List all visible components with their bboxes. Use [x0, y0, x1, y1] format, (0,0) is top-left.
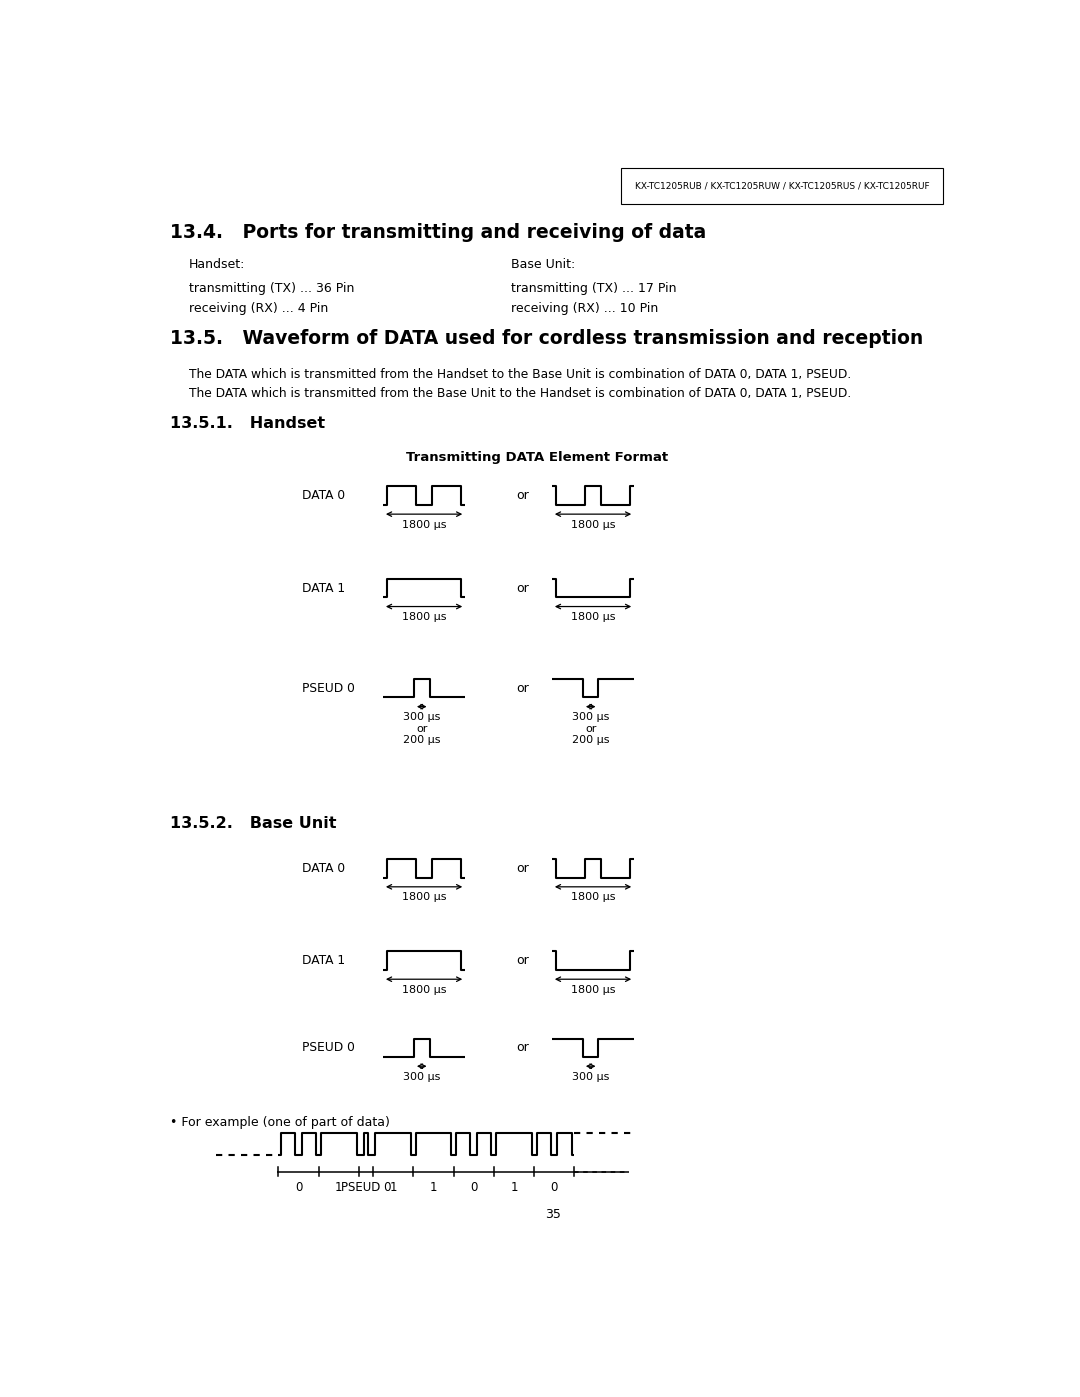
Text: 1800 μs: 1800 μs [570, 520, 616, 529]
Text: 1800 μs: 1800 μs [570, 612, 616, 622]
Text: 13.5.1.   Handset: 13.5.1. Handset [170, 415, 325, 430]
Text: 300 μs: 300 μs [572, 712, 609, 722]
Text: DATA 1: DATA 1 [301, 954, 345, 967]
Text: The DATA which is transmitted from the Base Unit to the Handset is combination o: The DATA which is transmitted from the B… [189, 387, 851, 400]
Text: PSEUD 0: PSEUD 0 [301, 682, 354, 694]
Text: Transmitting DATA Element Format: Transmitting DATA Element Format [406, 451, 669, 464]
Text: 300 μs: 300 μs [403, 1071, 441, 1081]
Text: or: or [516, 862, 529, 875]
Text: receiving (RX) ... 10 Pin: receiving (RX) ... 10 Pin [511, 302, 658, 314]
Text: 1: 1 [510, 1180, 517, 1194]
Text: KX-TC1205RUB / KX-TC1205RUW / KX-TC1205RUS / KX-TC1205RUF: KX-TC1205RUB / KX-TC1205RUW / KX-TC1205R… [635, 182, 930, 190]
Text: PSEUD 0: PSEUD 0 [301, 1041, 354, 1055]
Text: or: or [585, 724, 596, 733]
Text: 1: 1 [430, 1180, 437, 1194]
Text: 1800 μs: 1800 μs [570, 985, 616, 995]
Text: 1800 μs: 1800 μs [402, 612, 446, 622]
Text: or: or [516, 1041, 529, 1055]
Text: 1800 μs: 1800 μs [402, 520, 446, 529]
Text: 0: 0 [551, 1180, 558, 1194]
Text: 300 μs: 300 μs [572, 1071, 609, 1081]
Text: 200 μs: 200 μs [403, 735, 441, 745]
Text: DATA 0: DATA 0 [301, 489, 345, 502]
Text: 1: 1 [389, 1180, 396, 1194]
Text: 1800 μs: 1800 μs [570, 893, 616, 902]
Text: or: or [516, 489, 529, 502]
Text: 200 μs: 200 μs [572, 735, 609, 745]
Text: 13.4.   Ports for transmitting and receiving of data: 13.4. Ports for transmitting and receivi… [170, 224, 706, 242]
Text: Handset:: Handset: [189, 258, 245, 271]
Text: or: or [516, 954, 529, 967]
Text: 1: 1 [335, 1180, 342, 1194]
Text: 1800 μs: 1800 μs [402, 893, 446, 902]
Text: 35: 35 [545, 1207, 562, 1221]
Text: transmitting (TX) ... 36 Pin: transmitting (TX) ... 36 Pin [189, 282, 354, 295]
Text: DATA 0: DATA 0 [301, 862, 345, 875]
Text: or: or [416, 724, 428, 733]
Text: The DATA which is transmitted from the Handset to the Base Unit is combination o: The DATA which is transmitted from the H… [189, 367, 851, 381]
Text: receiving (RX) ... 4 Pin: receiving (RX) ... 4 Pin [189, 302, 328, 314]
Text: 1800 μs: 1800 μs [402, 985, 446, 995]
Text: or: or [516, 581, 529, 595]
Text: 0: 0 [470, 1180, 477, 1194]
Text: 13.5.2.   Base Unit: 13.5.2. Base Unit [170, 816, 336, 831]
Text: transmitting (TX) ... 17 Pin: transmitting (TX) ... 17 Pin [511, 282, 676, 295]
Text: 13.5.   Waveform of DATA used for cordless transmission and reception: 13.5. Waveform of DATA used for cordless… [170, 330, 923, 348]
Text: DATA 1: DATA 1 [301, 581, 345, 595]
Text: Base Unit:: Base Unit: [511, 258, 576, 271]
Text: 300 μs: 300 μs [403, 712, 441, 722]
Text: PSEUD 0: PSEUD 0 [340, 1180, 391, 1194]
Text: • For example (one of part of data): • For example (one of part of data) [170, 1116, 390, 1129]
Text: or: or [516, 682, 529, 694]
Text: 0: 0 [295, 1180, 302, 1194]
